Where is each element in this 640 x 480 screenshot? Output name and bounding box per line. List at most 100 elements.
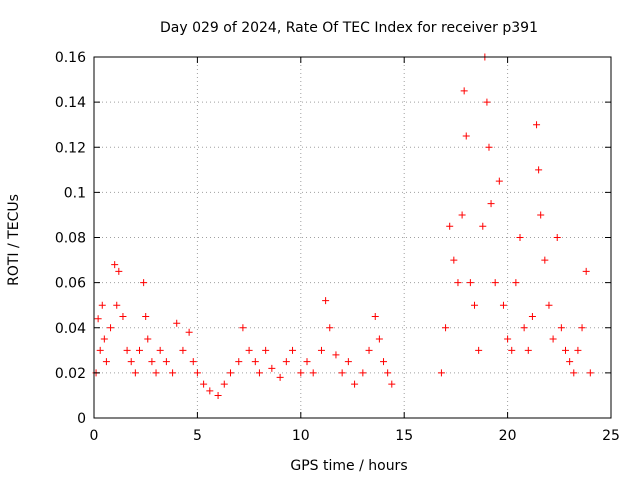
data-point [338,369,346,377]
data-point [268,364,276,372]
data-point [485,143,493,151]
data-point [557,324,565,332]
data-point [107,324,115,332]
data-point [309,369,317,377]
data-point [375,335,383,343]
data-point [460,87,468,95]
data-point [148,358,156,366]
y-tick-label: 0.16 [55,50,86,66]
data-point [380,358,388,366]
x-tick-label: 5 [193,428,202,444]
data-point [206,387,214,395]
data-point [586,369,594,377]
data-point [115,267,123,275]
data-point [479,222,487,230]
axis-ticks: 0 5 10 15 20 25 0 0.02 0.04 0.06 0.08 0.1 0.12 0.14 0.… [55,50,620,444]
data-point [553,234,561,241]
data-point [504,335,512,343]
data-point [245,346,253,354]
data-point [127,358,135,366]
y-tick-label: 0.12 [55,140,86,156]
data-point [344,358,352,366]
data-point [442,324,450,332]
data-point [437,369,445,377]
y-tick-label: 0.04 [55,321,86,337]
data-point [537,211,545,219]
grid-lines [94,57,611,418]
data-point [142,312,150,320]
data-point [255,369,263,377]
data-point [520,324,528,332]
data-point [317,346,325,354]
data-point [384,369,392,377]
data-point [495,177,503,185]
data-point [162,358,170,366]
data-point [528,312,536,320]
data-point [156,346,164,354]
data-point [123,346,131,354]
data-point [144,335,152,343]
data-point [193,369,201,377]
chart-title: Day 029 of 2024, Rate Of TEC Index for r… [160,20,538,36]
data-point [189,358,197,366]
data-point [466,279,474,287]
data-point [239,324,247,332]
data-point [574,346,582,354]
data-point [578,324,586,332]
data-point [102,358,110,366]
x-tick-label: 25 [602,428,620,444]
data-point [487,200,495,208]
data-point [533,121,541,129]
data-point [98,301,106,309]
x-tick-label: 20 [499,428,517,444]
data-point [475,346,483,354]
data-point [545,301,553,309]
data-point [351,380,359,388]
data-point [200,380,208,388]
x-tick-label: 15 [395,428,413,444]
data-point [152,369,160,377]
data-point [483,98,491,106]
data-point [220,380,228,388]
data-point [173,319,181,327]
data-point [566,358,574,366]
data-point [562,346,570,354]
data-point [535,166,543,174]
data-point [226,369,234,377]
y-axis-label: ROTI / TECUs [6,194,22,286]
data-point [499,301,507,309]
y-tick-label: 0.1 [64,185,86,201]
data-points [92,53,594,399]
data-point [303,358,311,366]
data-point [185,328,193,336]
data-point [471,301,479,309]
data-point [516,234,524,241]
data-point [524,346,532,354]
data-point [388,380,396,388]
data-point [322,297,330,305]
x-axis-label: GPS time / hours [290,458,407,474]
data-point [100,335,108,343]
y-tick-label: 0.08 [55,231,86,247]
y-tick-label: 0.02 [55,366,86,382]
data-point [169,369,177,377]
data-point [135,346,143,354]
data-point [365,346,373,354]
data-point [570,369,578,377]
data-point [94,315,102,323]
data-point [371,312,379,320]
data-point [297,369,305,377]
data-point [541,256,549,264]
data-point [214,391,222,399]
data-point [359,369,367,377]
data-point [450,256,458,264]
data-point [462,132,470,140]
y-tick-label: 0.14 [55,95,86,111]
data-point [582,267,590,275]
data-point [119,312,127,320]
data-point [326,324,334,332]
data-point [235,358,243,366]
data-point [131,369,139,377]
data-point [508,346,516,354]
